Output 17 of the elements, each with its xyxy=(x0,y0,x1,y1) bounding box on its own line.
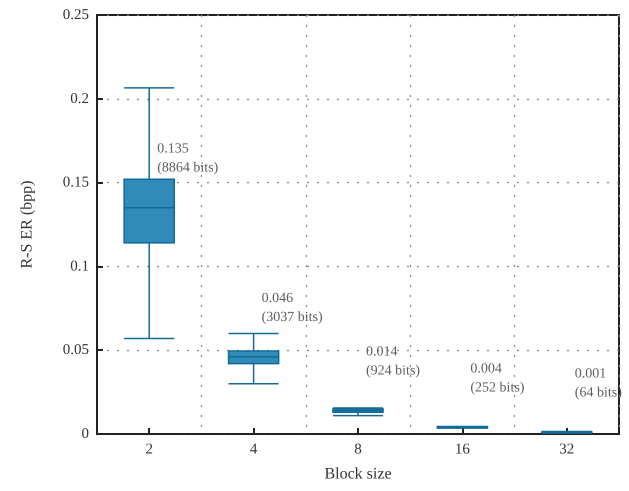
y-tick-label: 0.2 xyxy=(70,90,89,107)
x-axis-title: Block size xyxy=(324,466,392,482)
y-tick-label: 0.1 xyxy=(70,258,89,274)
annotation: 0.046 (3037 bits) xyxy=(262,290,323,325)
x-tick-label: 4 xyxy=(250,442,258,458)
y-tick-label: 0 xyxy=(82,426,89,442)
annotation: 0.014 (924 bits) xyxy=(366,344,420,379)
y-tick-label: 0.05 xyxy=(62,342,89,358)
x-tick-label: 2 xyxy=(145,442,153,458)
x-tick-label: 16 xyxy=(454,442,470,458)
x-tick-label: 8 xyxy=(354,442,362,458)
y-axis-title: R-S ER (bpp) xyxy=(18,180,36,268)
x-tick-label: 32 xyxy=(559,442,574,458)
annotation: 0.004 (252 bits) xyxy=(470,361,525,396)
y-tick-label: 0.25 xyxy=(62,7,89,23)
y-tick-label: 0.15 xyxy=(62,174,89,191)
annotation: 0.135 (8864 bits) xyxy=(157,142,219,176)
